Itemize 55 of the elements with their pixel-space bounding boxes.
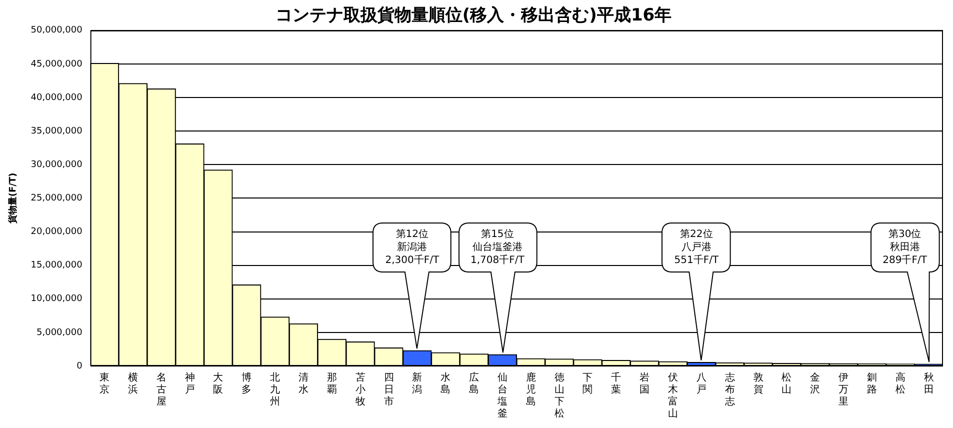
annotation: 551千F/T [673,254,720,268]
x-tick-label: 新潟 [412,372,422,396]
x-tick-label: 下関 [582,372,593,396]
x-tick-label: 秋田 [924,372,934,396]
annotation: 1,708千F/T [470,254,526,268]
y-tick-label: 25,000,000 [30,194,83,204]
annotation: 新潟港 [396,241,428,254]
x-tick-label: 博多 [242,372,252,396]
x-tick-label: 北九州 [270,372,280,408]
x-tick-label: 松山 [782,372,792,396]
annotation: 八戸港 [680,241,712,254]
x-tick-label: 岩国 [640,372,650,396]
annotation: 第12位 [394,228,430,242]
annotation: 289千F/T [882,254,928,268]
x-tick-label: 苫小牧 [355,372,366,408]
y-tick-label: 20,000,000 [30,227,83,238]
x-tick-label: 広島 [469,372,480,396]
y-tick-label: 10,000,000 [30,294,83,304]
y-tick-label: 40,000,000 [30,92,83,103]
x-tick-label: 伏木富山 [668,372,678,420]
y-tick-label: 0 [76,361,83,372]
x-tick-label: 釧路 [866,372,877,396]
annotation: 仙台塩釜港 [471,241,524,254]
x-tick-label: 千葉 [611,372,622,396]
y-axis-title: 貨物量(F/T) [8,172,19,225]
annotation: 秋田港 [888,241,921,254]
x-tick-label: 東京 [100,372,110,396]
x-tick-label: 金沢 [810,372,820,396]
x-tick-label: 名古屋 [156,372,166,408]
x-tick-label: 鹿児島 [526,372,536,408]
annotation: 2,300千F/T [384,254,440,268]
x-tick-label: 八戸 [696,372,706,396]
x-tick-label: 横浜 [128,372,138,396]
y-tick-label: 50,000,000 [30,26,83,36]
x-tick-label: 四日市 [384,372,394,408]
y-tick-label: 35,000,000 [30,126,83,136]
x-tick-label: 徳山下松 [554,372,564,420]
y-tick-label: 45,000,000 [30,59,83,70]
y-tick-label: 5,000,000 [36,328,83,338]
annotation: 第15位 [480,228,515,242]
y-tick-label: 30,000,000 [30,160,83,170]
annotation: 第30位 [887,228,922,242]
annotation: 第22位 [679,228,714,242]
chart-title: コンテナ取扱貨物量順位(移入・移出含む)平成16年 [275,6,672,26]
x-tick-label: 神戸 [184,372,195,396]
x-tick-label: 大阪 [213,372,224,396]
x-tick-label: 仙台塩釜 [496,372,508,420]
y-tick-label: 15,000,000 [30,260,83,271]
x-tick-label: 高松 [895,372,906,396]
x-tick-label: 水島 [440,372,451,396]
x-tick-label: 敦賀 [753,372,764,396]
x-tick-label: 伊万里 [838,372,849,408]
x-tick-label: 清水 [298,372,308,396]
x-tick-label: 那覇 [326,372,337,396]
x-tick-label: 志布志 [724,372,735,408]
